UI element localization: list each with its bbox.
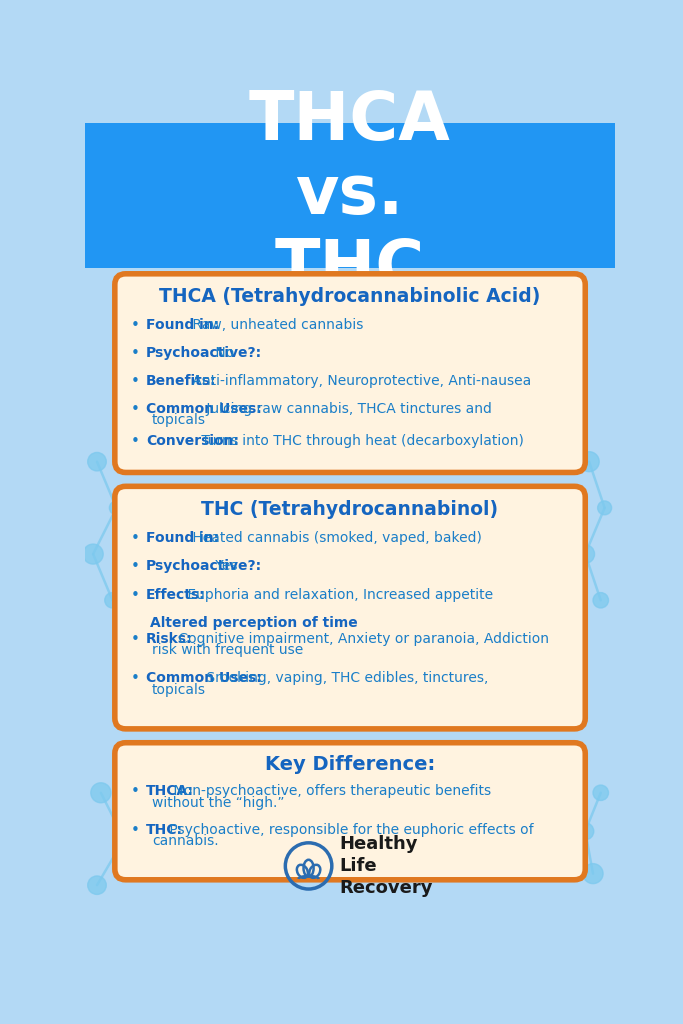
Text: Psychoactive, responsible for the euphoric effects of: Psychoactive, responsible for the euphor… [165, 823, 533, 837]
Circle shape [125, 177, 139, 191]
Text: Anti-inflammatory, Neuroprotective, Anti-nausea: Anti-inflammatory, Neuroprotective, Anti… [188, 374, 531, 388]
Circle shape [104, 593, 120, 608]
Circle shape [156, 202, 169, 214]
Text: Psychoactive?:: Psychoactive?: [146, 559, 262, 573]
Text: •: • [130, 318, 139, 334]
Text: Common Uses:: Common Uses: [146, 671, 262, 685]
Circle shape [576, 545, 594, 563]
Text: Cognitive impairment, Anxiety or paranoia, Addiction: Cognitive impairment, Anxiety or paranoi… [174, 632, 549, 646]
Circle shape [90, 151, 112, 172]
Text: cannabis.: cannabis. [152, 835, 219, 848]
Circle shape [539, 788, 562, 812]
Text: Benefits:: Benefits: [146, 374, 217, 388]
Circle shape [87, 453, 107, 471]
Circle shape [82, 243, 104, 264]
Text: Key Difference:: Key Difference: [265, 755, 435, 774]
Text: risk with frequent use: risk with frequent use [152, 643, 303, 657]
Circle shape [132, 239, 148, 254]
Text: topicals: topicals [152, 683, 206, 696]
Circle shape [124, 154, 139, 169]
Circle shape [603, 137, 622, 156]
Circle shape [109, 501, 124, 515]
Text: •: • [130, 434, 139, 449]
Text: Effects:: Effects: [146, 588, 206, 602]
Text: THC:: THC: [146, 823, 183, 837]
Text: Raw, unheated cannabis: Raw, unheated cannabis [188, 318, 363, 333]
Text: •: • [130, 632, 139, 647]
Circle shape [116, 831, 132, 847]
Circle shape [593, 593, 609, 608]
Text: •: • [130, 346, 139, 361]
Text: •: • [130, 559, 139, 574]
Text: •: • [130, 588, 139, 603]
Circle shape [574, 240, 588, 253]
Circle shape [579, 452, 599, 472]
Text: •: • [130, 784, 139, 800]
Text: THCA (Tetrahydrocannabinolic Acid): THCA (Tetrahydrocannabinolic Acid) [159, 288, 541, 306]
Text: Common Uses:: Common Uses: [146, 401, 262, 416]
Text: •: • [130, 823, 139, 838]
FancyBboxPatch shape [85, 123, 615, 267]
Text: Risks:: Risks: [146, 632, 193, 646]
Circle shape [598, 501, 611, 515]
Text: Euphoria and relaxation, Increased appetite: Euphoria and relaxation, Increased appet… [183, 588, 493, 602]
Text: Smoking, vaping, THC edibles, tinctures,: Smoking, vaping, THC edibles, tinctures, [202, 671, 488, 685]
Text: Juicing raw cannabis, THCA tinctures and: Juicing raw cannabis, THCA tinctures and [202, 401, 492, 416]
Text: topicals: topicals [152, 413, 206, 427]
FancyBboxPatch shape [115, 273, 585, 472]
Circle shape [570, 155, 592, 176]
Text: •: • [130, 671, 139, 686]
Text: Non-psychoactive, offers therapeutic benefits: Non-psychoactive, offers therapeutic ben… [169, 784, 491, 799]
FancyBboxPatch shape [115, 486, 585, 729]
Text: •: • [130, 374, 139, 389]
Text: Turns into THC through heat (decarboxylation): Turns into THC through heat (decarboxyla… [197, 434, 525, 447]
Text: No: No [212, 346, 235, 360]
Text: without the “high.”: without the “high.” [152, 796, 285, 810]
Circle shape [99, 214, 118, 232]
Text: THCA:: THCA: [146, 784, 194, 799]
Text: Heated cannabis (smoked, vaped, baked): Heated cannabis (smoked, vaped, baked) [188, 531, 482, 545]
Text: THCA
vs.
THC: THCA vs. THC [249, 88, 451, 302]
Circle shape [87, 876, 107, 894]
FancyBboxPatch shape [115, 742, 585, 880]
Text: Altered perception of time: Altered perception of time [150, 616, 358, 631]
Circle shape [586, 189, 608, 211]
Circle shape [550, 200, 566, 215]
Text: Yes: Yes [212, 559, 238, 573]
Circle shape [593, 785, 609, 801]
Circle shape [83, 544, 103, 564]
Text: •: • [130, 401, 139, 417]
Circle shape [576, 823, 594, 840]
Circle shape [91, 782, 111, 803]
Circle shape [583, 863, 603, 884]
Text: THC (Tetrahydrocannabinol): THC (Tetrahydrocannabinol) [201, 500, 499, 519]
Text: Found in:: Found in: [146, 531, 219, 545]
Text: •: • [130, 531, 139, 546]
Text: Healthy
Life
Recovery: Healthy Life Recovery [339, 835, 433, 897]
Circle shape [527, 123, 558, 154]
Text: Found in:: Found in: [146, 318, 219, 333]
Text: Psychoactive?:: Psychoactive?: [146, 346, 262, 360]
Text: Conversion:: Conversion: [146, 434, 239, 447]
